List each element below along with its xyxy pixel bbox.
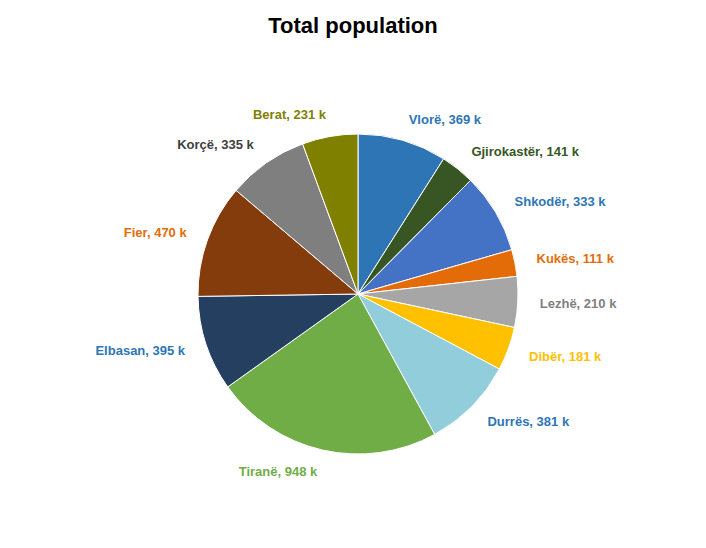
svg-text:Kukës, 111 k: Kukës, 111 k [537,251,615,266]
svg-text:Fier, 470 k: Fier, 470 k [124,225,188,240]
svg-text:Shkodër, 333 k: Shkodër, 333 k [515,194,607,209]
svg-text:Berat, 231 k: Berat, 231 k [253,107,327,122]
svg-text:Lezhë, 210 k: Lezhë, 210 k [540,296,617,311]
svg-text:Durrës, 381 k: Durrës, 381 k [487,414,569,429]
svg-text:Gjirokastër, 141 k: Gjirokastër, 141 k [471,144,579,159]
svg-text:Korçë, 335 k: Korçë, 335 k [177,137,254,152]
svg-text:Elbasan, 395 k: Elbasan, 395 k [95,343,185,358]
svg-text:Tiranë, 948 k: Tiranë, 948 k [239,464,318,479]
svg-text:Dibër, 181 k: Dibër, 181 k [529,349,602,364]
html-text:Total population: Total population [268,13,438,38]
svg-text:Vlorë, 369 k: Vlorë, 369 k [409,112,482,127]
